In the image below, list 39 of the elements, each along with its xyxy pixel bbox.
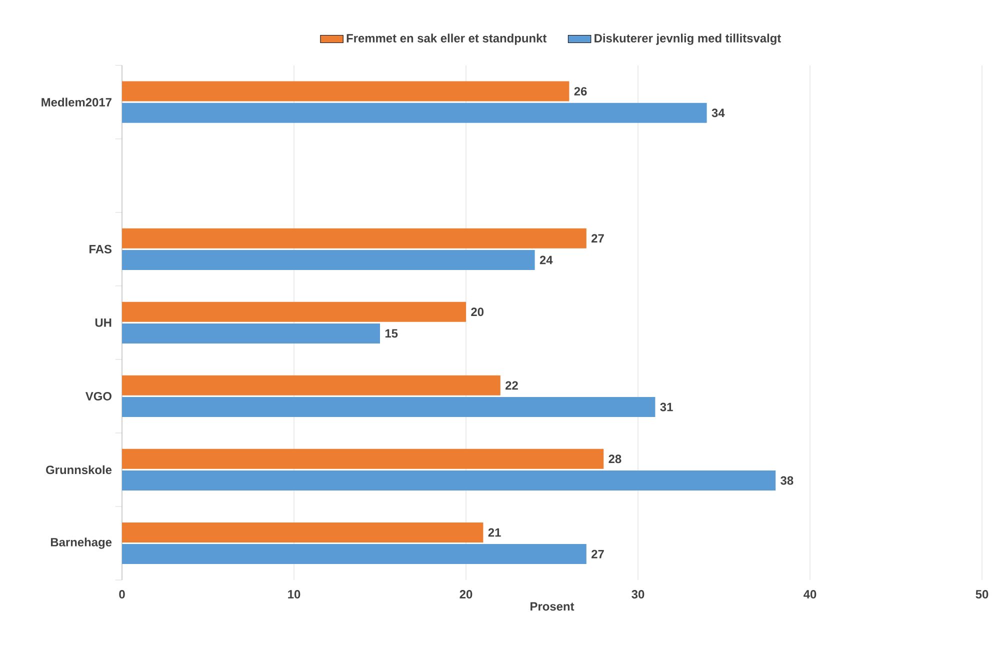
legend-label: Fremmet en sak eller et standpunkt	[346, 34, 547, 45]
data-label: 28	[608, 454, 622, 464]
legend-label: Diskuterer jevnlig med tillitsvalgt	[594, 34, 782, 45]
data-label: 15	[385, 329, 398, 338]
bar	[122, 81, 570, 102]
x-tick-label: 10	[288, 590, 300, 599]
y-tick-label: Barnehage	[50, 538, 112, 549]
x-tick-label: 50	[976, 590, 988, 599]
data-label: 20	[471, 308, 484, 316]
x-tick-label: 20	[460, 590, 472, 599]
bar	[122, 544, 586, 564]
bar	[122, 302, 466, 322]
bar	[122, 228, 586, 248]
bar	[122, 250, 535, 270]
y-tick-label: VGO	[85, 392, 112, 400]
data-label: 38	[780, 476, 794, 485]
bar	[122, 102, 707, 123]
data-label: 27	[592, 234, 604, 243]
bar	[122, 448, 604, 469]
x-axis-title: Prosent	[530, 602, 574, 611]
data-label: 34	[712, 108, 725, 118]
x-tick-label: 0	[119, 590, 125, 599]
x-tick-label: 30	[632, 590, 644, 599]
bar	[122, 397, 656, 417]
data-label: 27	[592, 550, 604, 558]
data-label: 21	[488, 528, 501, 537]
y-tick-label: Grunnskole	[46, 465, 112, 474]
x-tick-label: 40	[804, 590, 816, 599]
data-label: 26	[574, 87, 587, 96]
y-tick-label: UH	[95, 318, 112, 327]
data-label: 31	[660, 402, 673, 412]
data-label: 22	[506, 381, 518, 390]
y-tick-label: Medlem2017	[42, 98, 112, 107]
bar	[122, 323, 380, 344]
y-tick-label: FAS	[90, 244, 112, 254]
bar	[122, 375, 500, 396]
data-label: 24	[540, 256, 553, 264]
bar	[122, 522, 484, 542]
bar	[122, 470, 776, 491]
